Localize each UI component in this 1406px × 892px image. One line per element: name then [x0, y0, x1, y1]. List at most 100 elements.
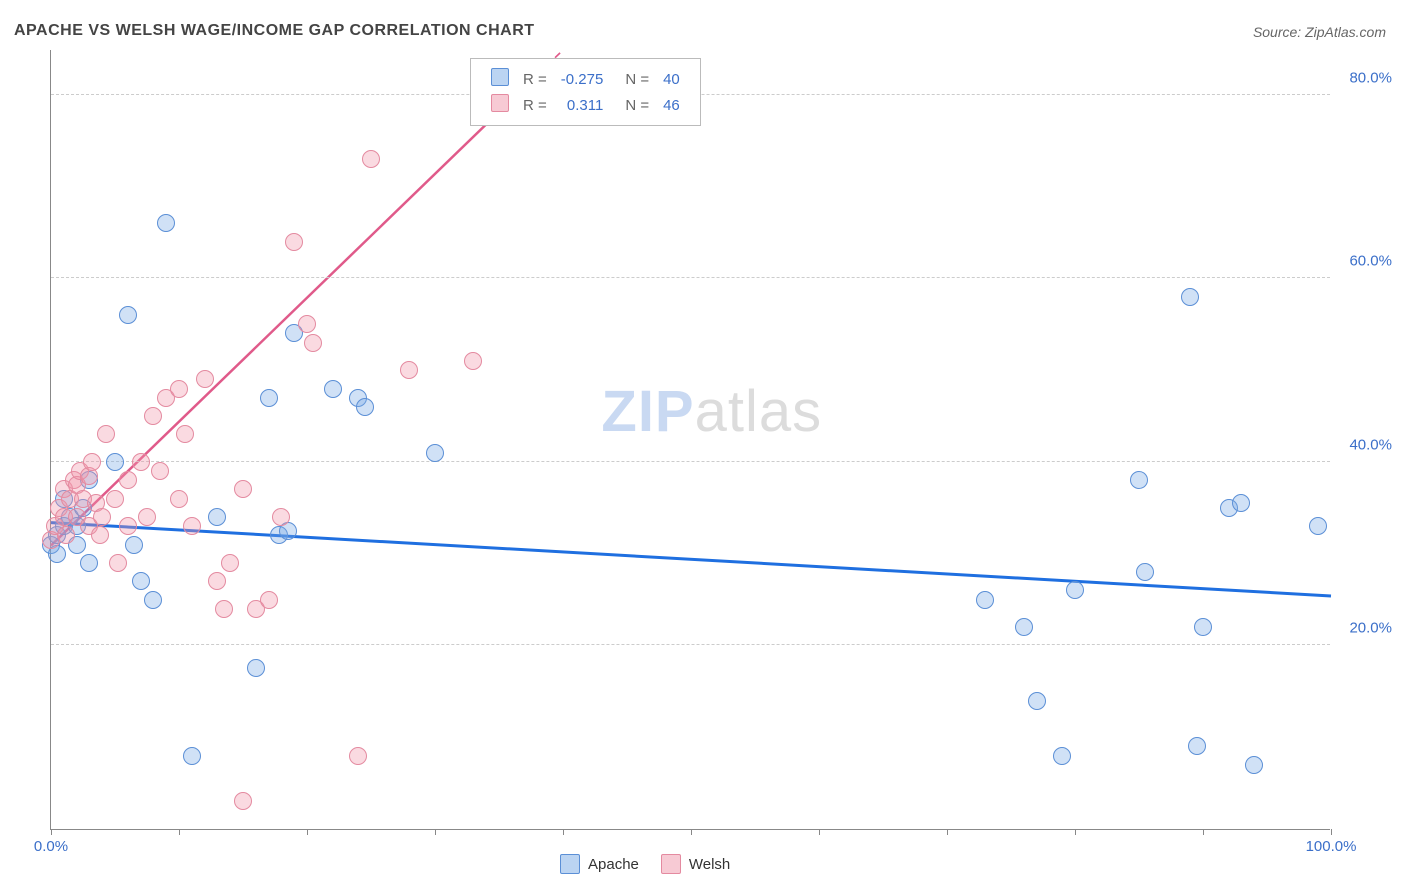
- data-point: [80, 554, 98, 572]
- data-point: [349, 747, 367, 765]
- y-tick-label: 20.0%: [1349, 620, 1392, 637]
- x-tick: [1203, 829, 1204, 835]
- data-point: [356, 398, 374, 416]
- data-point: [426, 444, 444, 462]
- data-point: [57, 526, 75, 544]
- data-point: [1194, 618, 1212, 636]
- x-tick: [563, 829, 564, 835]
- chart-container: APACHE VS WELSH WAGE/INCOME GAP CORRELAT…: [0, 0, 1406, 892]
- data-point: [285, 233, 303, 251]
- data-point: [138, 508, 156, 526]
- data-point: [119, 306, 137, 324]
- legend-n-label: N =: [611, 67, 655, 91]
- trend-lines-svg: [51, 50, 1331, 830]
- chart-title: APACHE VS WELSH WAGE/INCOME GAP CORRELAT…: [14, 22, 535, 40]
- data-point: [119, 517, 137, 535]
- legend-n-value: 40: [657, 67, 686, 91]
- data-point: [272, 508, 290, 526]
- data-point: [208, 572, 226, 590]
- legend-r-value: -0.275: [555, 67, 610, 91]
- legend-n-value: 46: [657, 93, 686, 117]
- data-point: [157, 214, 175, 232]
- data-point: [176, 425, 194, 443]
- plot-area: ZIPatlas 20.0%40.0%60.0%80.0%0.0%100.0%: [50, 50, 1330, 830]
- legend-row: R =-0.275N =40: [485, 67, 686, 91]
- data-point: [91, 526, 109, 544]
- legend-r-label: R =: [517, 67, 553, 91]
- legend-n-label: N =: [611, 93, 655, 117]
- gridline: [51, 461, 1330, 462]
- data-point: [298, 315, 316, 333]
- legend-r-label: R =: [517, 93, 553, 117]
- data-point: [1232, 494, 1250, 512]
- data-point: [362, 150, 380, 168]
- x-tick: [819, 829, 820, 835]
- correlation-table: R =-0.275N =40R =0.311N =46: [483, 65, 688, 119]
- x-tick: [179, 829, 180, 835]
- data-point: [106, 453, 124, 471]
- legend-r-value: 0.311: [555, 93, 610, 117]
- data-point: [196, 370, 214, 388]
- data-point: [1028, 692, 1046, 710]
- x-tick: [435, 829, 436, 835]
- data-point: [208, 508, 226, 526]
- data-point: [132, 453, 150, 471]
- data-point: [247, 659, 265, 677]
- data-point: [464, 352, 482, 370]
- legend-label: Welsh: [689, 856, 730, 873]
- data-point: [83, 453, 101, 471]
- trend-line: [51, 523, 1331, 596]
- legend-label: Apache: [588, 856, 639, 873]
- data-point: [125, 536, 143, 554]
- data-point: [1130, 471, 1148, 489]
- data-point: [144, 407, 162, 425]
- data-point: [106, 490, 124, 508]
- x-tick: [1331, 829, 1332, 835]
- legend-item: Apache: [560, 854, 639, 874]
- data-point: [119, 471, 137, 489]
- data-point: [109, 554, 127, 572]
- data-point: [1188, 737, 1206, 755]
- x-tick: [1075, 829, 1076, 835]
- data-point: [324, 380, 342, 398]
- x-tick: [51, 829, 52, 835]
- gridline: [51, 644, 1330, 645]
- data-point: [234, 480, 252, 498]
- data-point: [1136, 563, 1154, 581]
- legend-swatch: [491, 94, 509, 112]
- data-point: [304, 334, 322, 352]
- source-attribution: Source: ZipAtlas.com: [1253, 24, 1386, 40]
- series-legend: Apache Welsh: [560, 854, 752, 878]
- data-point: [400, 361, 418, 379]
- data-point: [1309, 517, 1327, 535]
- x-tick: [947, 829, 948, 835]
- data-point: [976, 591, 994, 609]
- legend-swatch: [491, 68, 509, 86]
- data-point: [183, 747, 201, 765]
- x-tick: [691, 829, 692, 835]
- y-tick-label: 80.0%: [1349, 69, 1392, 86]
- data-point: [93, 508, 111, 526]
- data-point: [170, 380, 188, 398]
- data-point: [1066, 581, 1084, 599]
- data-point: [183, 517, 201, 535]
- x-tick: [307, 829, 308, 835]
- legend-row: R =0.311N =46: [485, 93, 686, 117]
- data-point: [260, 591, 278, 609]
- data-point: [1053, 747, 1071, 765]
- data-point: [144, 591, 162, 609]
- data-point: [1181, 288, 1199, 306]
- y-tick-label: 60.0%: [1349, 253, 1392, 270]
- data-point: [1245, 756, 1263, 774]
- data-point: [97, 425, 115, 443]
- data-point: [234, 792, 252, 810]
- data-point: [170, 490, 188, 508]
- x-tick-label: 100.0%: [1306, 838, 1357, 855]
- correlation-legend: R =-0.275N =40R =0.311N =46: [470, 58, 701, 126]
- data-point: [215, 600, 233, 618]
- data-point: [132, 572, 150, 590]
- x-tick-label: 0.0%: [34, 838, 68, 855]
- legend-swatch: [661, 854, 681, 874]
- data-point: [221, 554, 239, 572]
- data-point: [1015, 618, 1033, 636]
